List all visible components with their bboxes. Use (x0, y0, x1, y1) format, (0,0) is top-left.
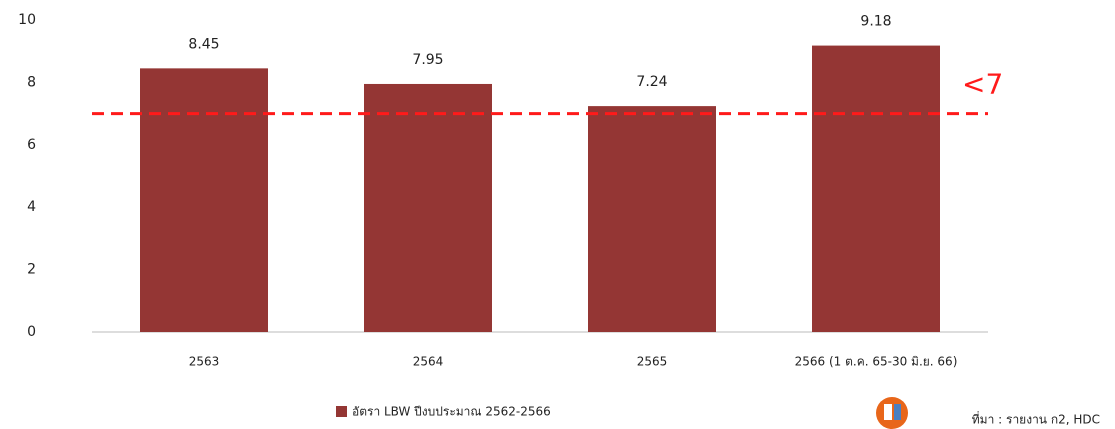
source: ที่มา : รายงาน ก2, HDC (972, 411, 1100, 427)
y-tick-label: 2 (27, 262, 36, 278)
bar (364, 83, 492, 333)
source-icon (876, 397, 908, 429)
x-tick-label: 2564 (413, 355, 444, 369)
data-label: 9.18 (860, 14, 891, 30)
x-tick-label: 2566 (1 ต.ค. 65-30 มิ.ย. 66) (795, 355, 958, 369)
y-tick-label: 10 (18, 12, 36, 28)
data-label: 7.95 (412, 52, 443, 68)
y-tick-label: 6 (27, 137, 36, 153)
legend-swatch (336, 406, 347, 417)
y-tick-label: 4 (27, 199, 36, 215)
y-tick-label: 0 (27, 324, 36, 340)
bar (812, 45, 940, 333)
x-tick-label: 2563 (189, 355, 220, 369)
legend-label: อัตรา LBW ปีงบประมาณ 2562-2566 (352, 405, 551, 419)
threshold-label: <7 (962, 68, 1003, 101)
x-tick-label: 2565 (637, 355, 668, 369)
data-label: 8.45 (188, 36, 219, 52)
y-tick-label: 8 (27, 74, 36, 90)
bar (140, 68, 268, 333)
bar (588, 106, 716, 332)
data-label: 7.24 (636, 74, 667, 90)
